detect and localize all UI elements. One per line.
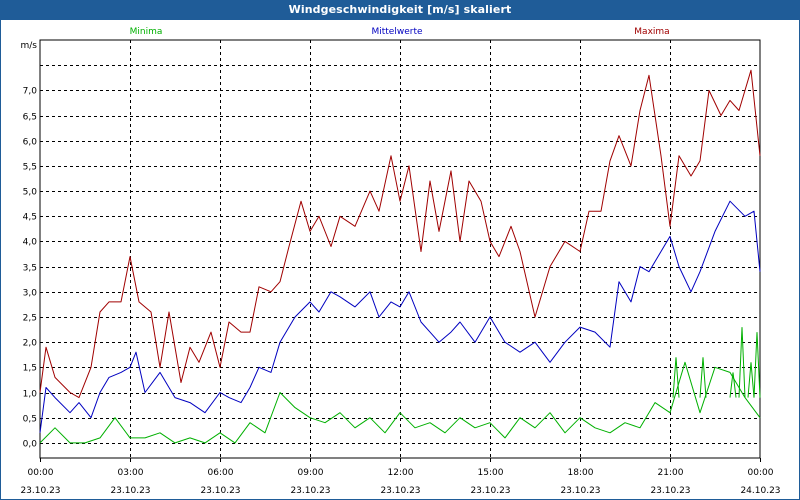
series-line-minima	[39, 361, 761, 444]
series-peak-minima	[729, 372, 737, 398]
x-tick-time-label: 18:00	[568, 468, 594, 478]
x-tick-time-label: 00:00	[28, 468, 54, 478]
x-tick-date-label: 23.10.23	[470, 486, 510, 496]
x-tick-date-label: 23.10.23	[20, 486, 60, 496]
y-tick-label: 0,5	[23, 415, 37, 425]
y-tick-label: 7,0	[23, 87, 38, 97]
x-tick-date-label: 23.10.23	[650, 486, 690, 496]
y-tick-label: 2,0	[23, 339, 38, 349]
series-peak-minima	[753, 332, 761, 398]
series-line-mittelwerte	[39, 200, 761, 433]
series-line-maxima	[39, 69, 761, 399]
y-axis-unit-label: m/s	[21, 41, 38, 51]
y-tick-label: 6,0	[23, 138, 38, 148]
x-tick-date-label: 23.10.23	[110, 486, 150, 496]
x-tick-time-label: 09:00	[298, 468, 324, 478]
x-tick-time-label: 03:00	[118, 468, 144, 478]
x-tick-date-label: 23.10.23	[380, 486, 420, 496]
y-tick-label: 3,0	[23, 289, 38, 299]
y-tick-label: 4,0	[23, 238, 38, 248]
x-tick-time-label: 00:00	[748, 468, 774, 478]
legend-minima: Minima	[130, 27, 163, 37]
series-peak-minima	[747, 362, 755, 398]
y-tick-label: 2,5	[23, 314, 37, 324]
x-tick-date-label: 24.10.23	[740, 486, 780, 496]
x-tick-date-label: 23.10.23	[200, 486, 240, 496]
x-tick-time-label: 12:00	[388, 468, 414, 478]
y-tick-label: 3,5	[23, 264, 37, 274]
x-tick-time-label: 06:00	[208, 468, 234, 478]
series-peak-minima	[738, 327, 746, 398]
y-tick-label: 0,0	[23, 440, 38, 450]
y-tick-label: 5,5	[23, 163, 37, 173]
wind-speed-chart: 0,0 0,5 1,0 1,5 2,0 2,5 3,0 3,5 4,0 4,5 5,0 5,5 6,0 6…	[20, 27, 780, 496]
window-title: Windgeschwindigkeit [m/s] skaliert	[0, 0, 800, 20]
legend-maxima: Maxima	[634, 27, 669, 37]
series-peak-minima	[672, 357, 680, 398]
x-tick-date-label: 23.10.23	[560, 486, 600, 496]
y-tick-label: 5,0	[23, 188, 38, 198]
series-lines	[39, 69, 761, 444]
x-tick-time-label: 21:00	[658, 468, 684, 478]
x-tick-date-label: 23.10.23	[290, 486, 330, 496]
y-tick-label: 1,5	[23, 364, 37, 374]
y-tick-label: 1,0	[23, 390, 38, 400]
y-tick-label: 4,5	[23, 213, 37, 223]
legend-mittelwerte: Mittelwerte	[371, 27, 422, 37]
grid	[39, 39, 761, 462]
series-peak-minima	[699, 357, 707, 398]
y-tick-label: 6,5	[23, 113, 37, 123]
axis-labels: 0,0 0,5 1,0 1,5 2,0 2,5 3,0 3,5 4,0 4,5 5,0 5,5 6,0 6…	[20, 27, 780, 496]
x-tick-time-label: 15:00	[478, 468, 504, 478]
